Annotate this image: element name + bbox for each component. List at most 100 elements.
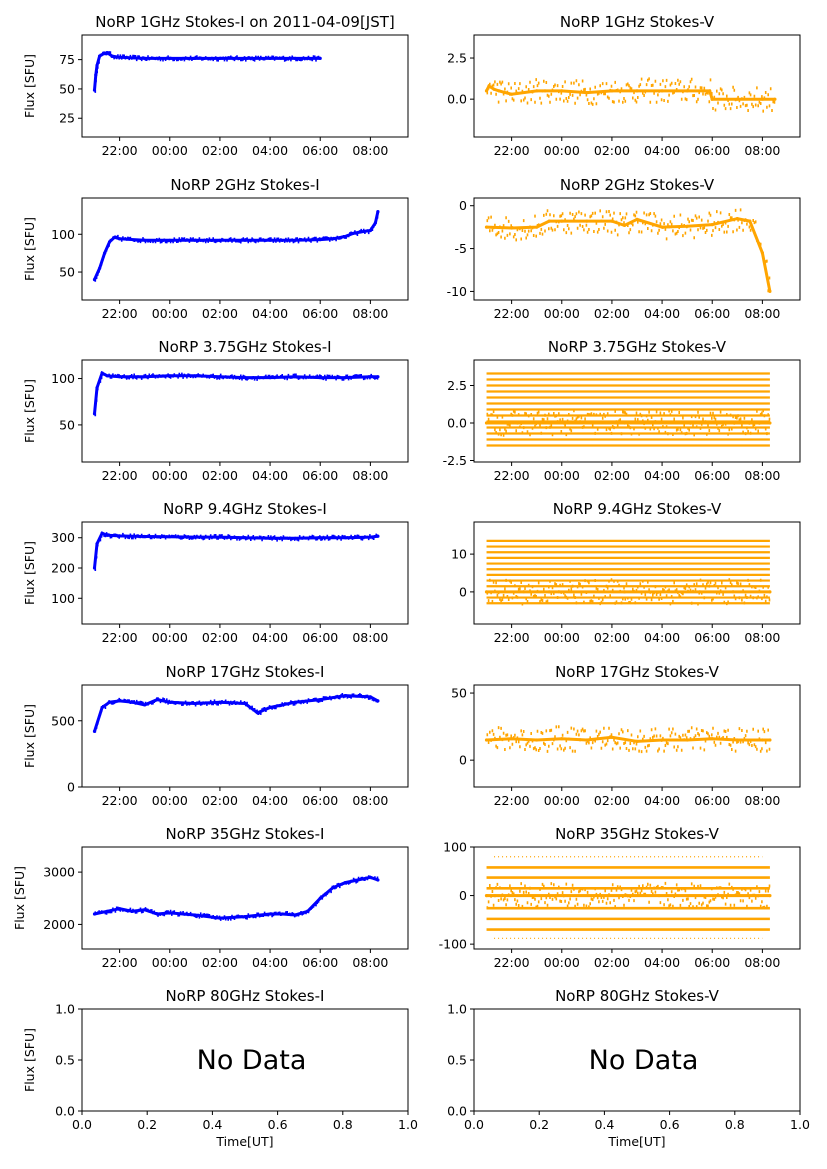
x-tick-label: 02:00 [594, 955, 630, 970]
data-point [143, 703, 147, 707]
x-tick-label: 04:00 [644, 306, 680, 321]
x-tick-label: 06:00 [694, 468, 730, 483]
data-point [331, 237, 335, 241]
data-point [110, 54, 114, 58]
data-point [101, 52, 105, 56]
y-tick-label: 0 [459, 198, 467, 213]
x-tick-label: 02:00 [594, 306, 630, 321]
data-point [484, 738, 489, 742]
data-point [143, 908, 147, 912]
x-tick-label: 22:00 [102, 468, 138, 483]
data-point [268, 705, 272, 710]
y-axis-label: Flux [SFU] [22, 217, 37, 281]
x-axis-label: Time[UT] [607, 1134, 665, 1149]
data-point [193, 701, 197, 706]
y-tick-label: 100 [51, 591, 75, 606]
data-point [293, 375, 297, 379]
plot-area [484, 208, 772, 293]
panel-title: NoRP 35GHz Stokes-I [166, 825, 325, 843]
data-point [487, 84, 491, 88]
data-point [95, 542, 99, 546]
data-point [635, 89, 639, 93]
data-point [685, 89, 689, 93]
y-tick-label: -2.5 [443, 453, 467, 468]
x-tick-label: 0.0 [464, 1117, 484, 1132]
data-point [368, 695, 372, 699]
data-point [155, 698, 159, 702]
x-tick-label: 22:00 [494, 955, 530, 970]
data-point [710, 97, 714, 101]
data-point [98, 266, 102, 270]
y-tick-label: 500 [51, 713, 75, 728]
x-tick-label: 22:00 [102, 306, 138, 321]
y-tick-label: 10 [451, 547, 467, 562]
x-tick-label: 1.0 [790, 1117, 810, 1132]
y-axis-label: Flux [SFU] [22, 541, 37, 605]
x-tick-label: 06:00 [694, 630, 730, 645]
x-tick-label: 08:00 [744, 793, 780, 808]
y-axis-label: Flux [SFU] [22, 54, 37, 118]
x-tick-label: 06:00 [694, 793, 730, 808]
data-point [193, 238, 197, 242]
panel-title: NoRP 80GHz Stokes-V [555, 987, 720, 1005]
plot-area [92, 50, 322, 93]
data-point [610, 219, 614, 223]
x-tick-label: 08:00 [744, 468, 780, 483]
y-tick-label: 25 [59, 111, 75, 126]
data-point [268, 536, 272, 540]
data-point [243, 56, 247, 61]
panel-9.4GHz-I: NoRP 9.4GHz Stokes-I 22:00 00:00 02:00 04:00… [22, 500, 409, 645]
data-point [368, 228, 372, 233]
data-point [168, 535, 172, 539]
panel-17GHz-I: NoRP 17GHz Stokes-I 22:00 00:00 02:00 04:00 0… [22, 663, 409, 808]
data-point [708, 89, 712, 93]
x-tick-label: 08:00 [744, 955, 780, 970]
axes-frame [81, 521, 409, 625]
data-point [343, 881, 347, 885]
data-point [243, 536, 247, 540]
series-trace [486, 77, 776, 113]
data-point [306, 56, 310, 61]
data-point [660, 225, 664, 229]
panel-title: NoRP 3.75GHz Stokes-I [158, 338, 331, 356]
data-point [118, 907, 122, 911]
data-point [92, 729, 97, 734]
x-tick-label: 0.0 [72, 1117, 92, 1132]
plot-area [484, 856, 772, 939]
x-tick-label: 0.6 [268, 1117, 288, 1132]
data-point [118, 534, 122, 538]
data-point [773, 97, 777, 101]
x-tick-label: 06:00 [302, 955, 338, 970]
y-tick-label: 100 [51, 371, 75, 386]
x-tick-label: 00:00 [544, 143, 580, 158]
data-point [318, 238, 322, 242]
axes-frame [81, 684, 409, 788]
data-point [105, 909, 109, 913]
data-point [492, 87, 496, 91]
x-tick-label: 08:00 [352, 306, 388, 321]
data-point [368, 535, 372, 539]
panel-title: NoRP 35GHz Stokes-V [555, 825, 720, 843]
data-point [635, 739, 639, 744]
no-data-annotation: No Data [197, 1045, 307, 1076]
x-tick-label: 08:00 [744, 630, 780, 645]
data-point [92, 912, 97, 916]
series-trace [94, 875, 379, 921]
panel-9.4GHz-V: NoRP 9.4GHz Stokes-V 22:00 00:00 02:00 04:00… [451, 500, 801, 645]
data-point [610, 89, 614, 93]
panel-title: NoRP 1GHz Stokes-V [560, 13, 715, 31]
x-tick-label: 04:00 [252, 955, 288, 970]
data-point [685, 738, 689, 742]
data-point [95, 386, 99, 390]
data-point [218, 700, 222, 704]
x-tick-label: 00:00 [544, 468, 580, 483]
x-tick-label: 22:00 [494, 143, 530, 158]
y-tick-label: 2.5 [447, 378, 467, 393]
plot-area [484, 77, 777, 113]
axes-frame [473, 846, 801, 950]
y-tick-label: 0 [459, 888, 467, 903]
data-point [510, 737, 514, 741]
plot-area [484, 372, 772, 447]
y-tick-label: 75 [59, 52, 75, 67]
